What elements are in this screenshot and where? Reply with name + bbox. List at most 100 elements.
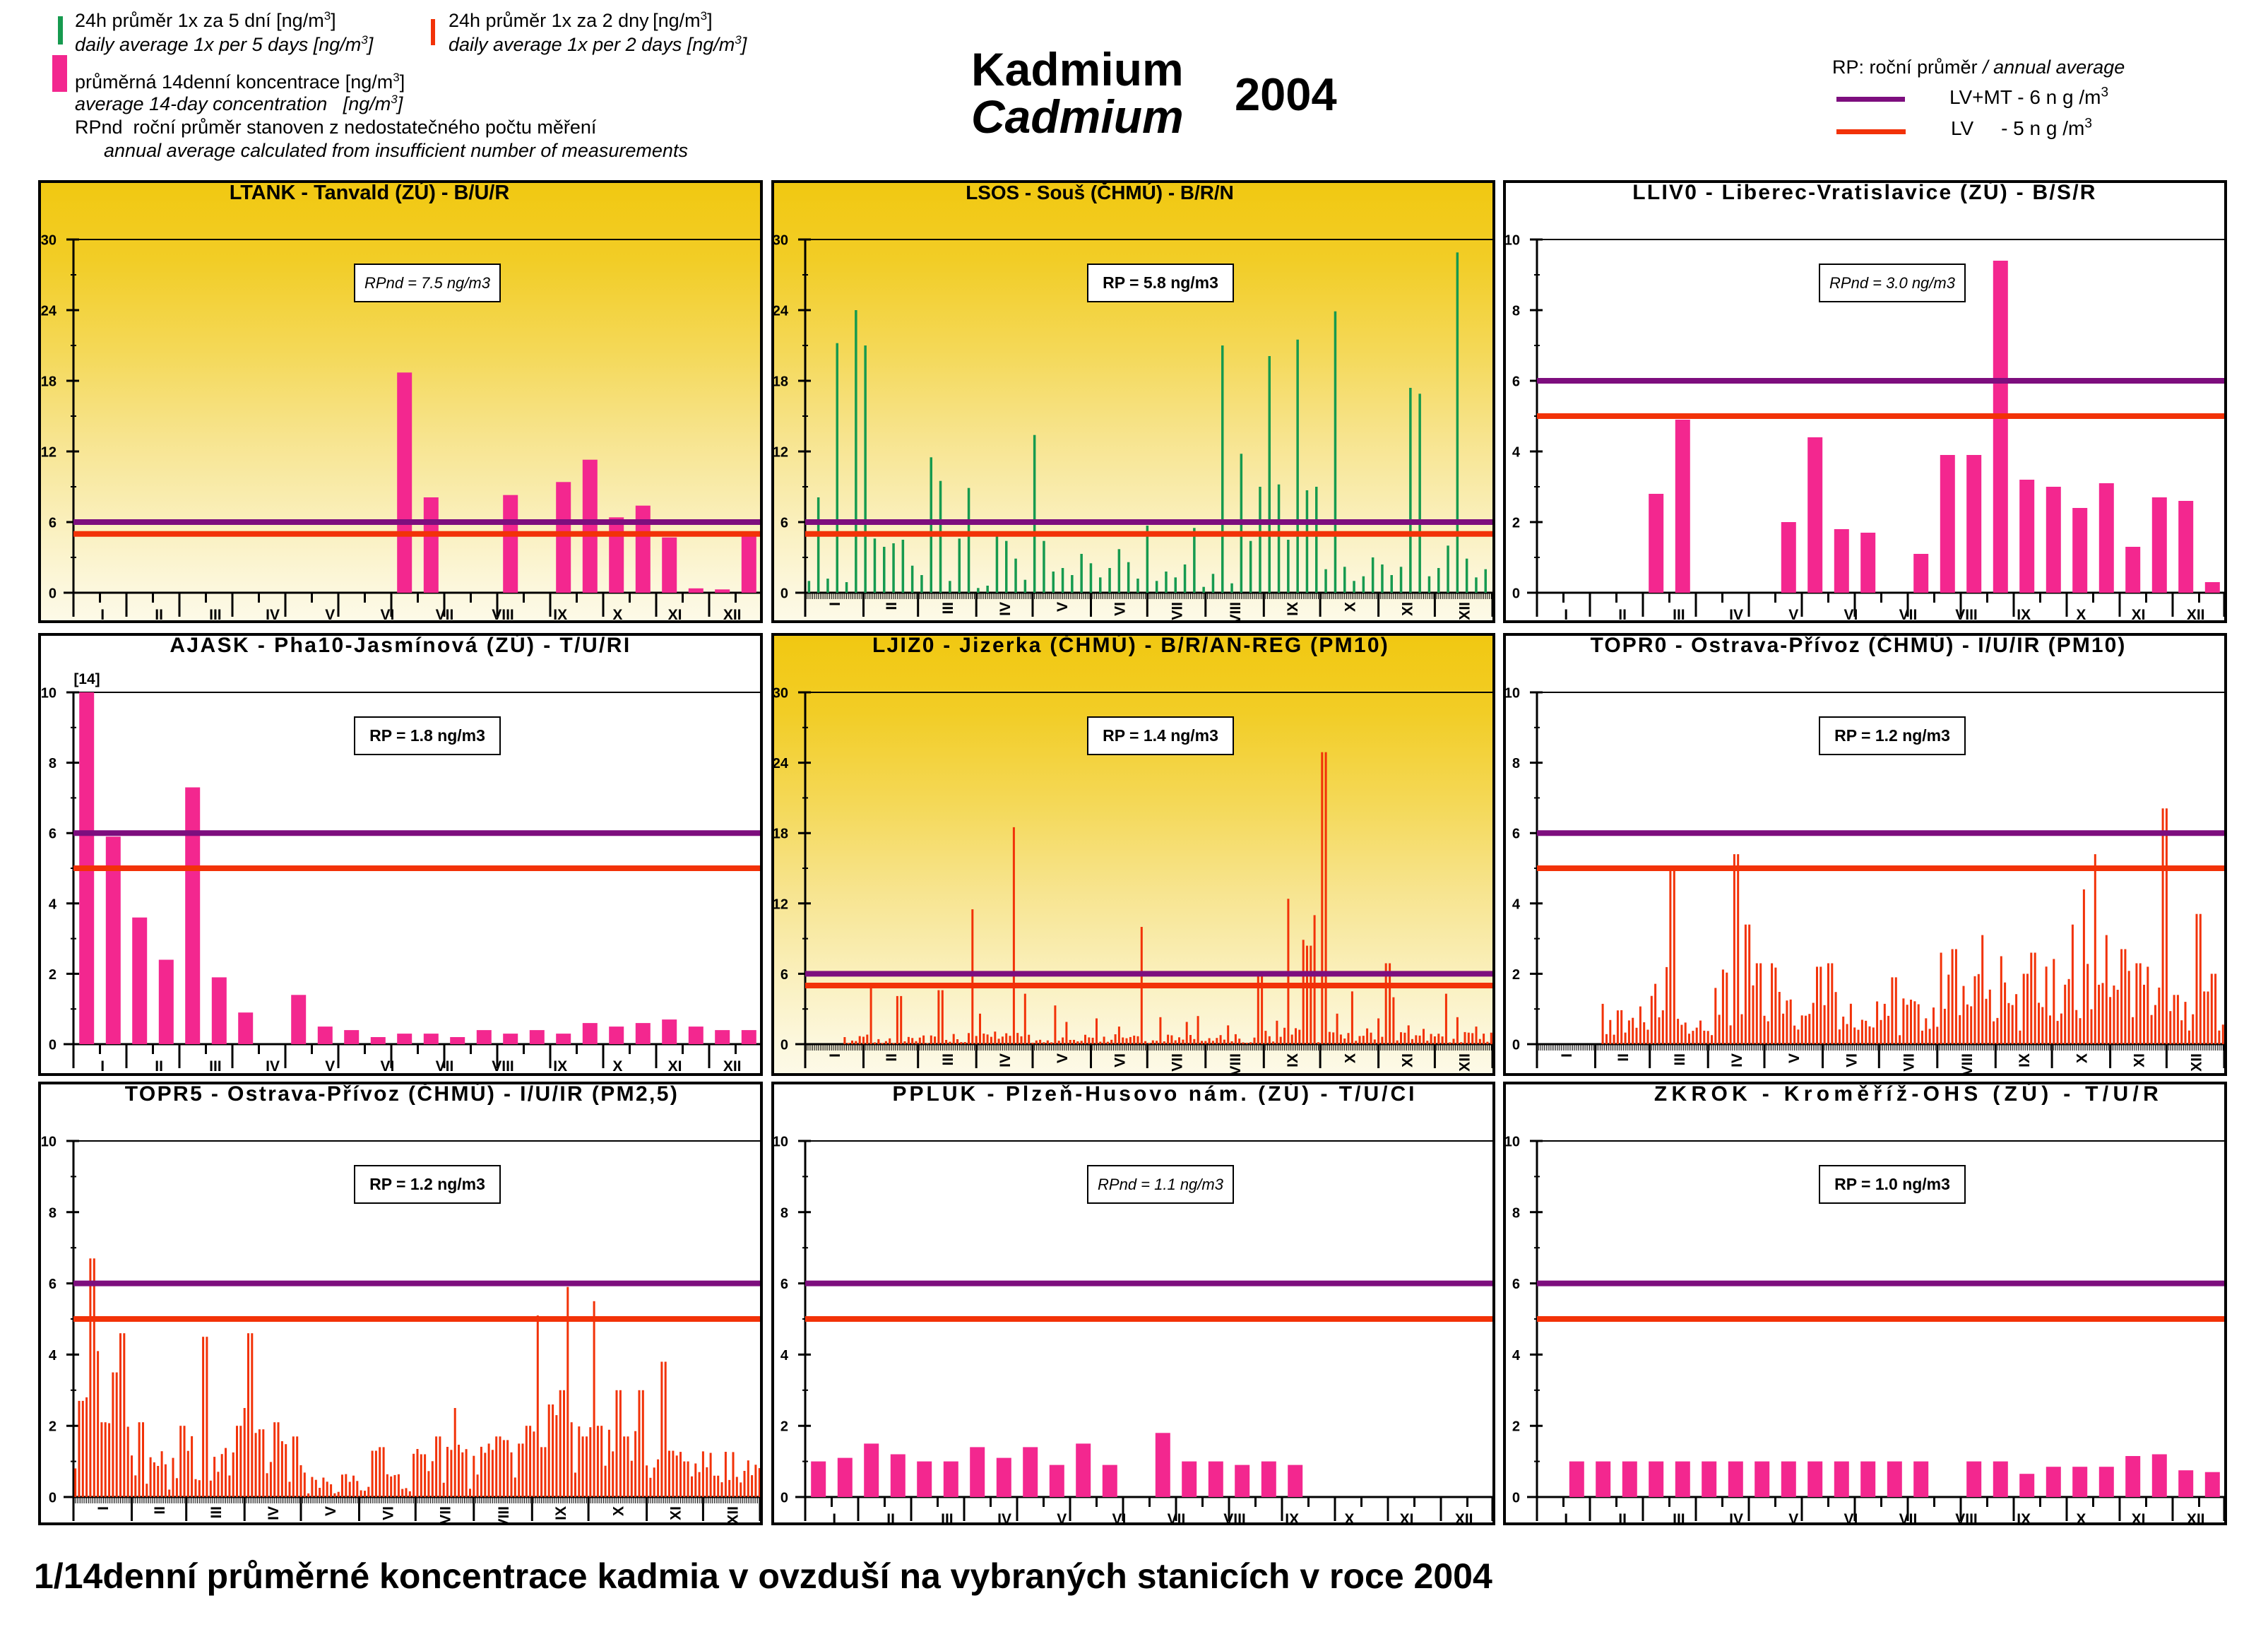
svg-text:VII: VII — [1170, 1053, 1186, 1072]
svg-text:24: 24 — [773, 304, 789, 319]
svg-text:0: 0 — [780, 1038, 788, 1053]
svg-text:XI: XI — [668, 607, 682, 623]
svg-text:2: 2 — [1512, 1419, 1520, 1435]
svg-text:XII: XII — [723, 607, 742, 623]
svg-text:6: 6 — [49, 516, 57, 531]
svg-text:12: 12 — [41, 445, 57, 461]
svg-text:IV: IV — [1729, 1053, 1745, 1067]
svg-text:V: V — [325, 607, 335, 623]
svg-text:2: 2 — [780, 1419, 788, 1435]
svg-text:II: II — [886, 1511, 895, 1525]
svg-text:2: 2 — [1512, 516, 1520, 531]
svg-text:18: 18 — [41, 374, 57, 390]
svg-text:0: 0 — [780, 586, 788, 602]
svg-text:VII: VII — [1170, 602, 1186, 620]
svg-text:VI: VI — [1844, 607, 1858, 623]
svg-text:8: 8 — [49, 1205, 57, 1221]
svg-text:TOPR0 - Ostrava-Přívoz (ČHMÚ): TOPR0 - Ostrava-Přívoz (ČHMÚ) - I/U/IR (… — [1591, 633, 2127, 657]
svg-text:4: 4 — [1512, 445, 1521, 461]
svg-text:0: 0 — [1512, 586, 1520, 602]
svg-text:PPLUK - Plzeň-Husovo nám. (ZÚ): PPLUK - Plzeň-Husovo nám. (ZÚ) - T/U/CI — [892, 1082, 1417, 1106]
svg-text:12: 12 — [773, 445, 788, 461]
svg-text:I: I — [100, 607, 105, 623]
svg-text:8: 8 — [1512, 1205, 1520, 1221]
svg-text:V: V — [323, 1506, 339, 1516]
svg-text:TOPR5 - Ostrava-Přívoz (ČHMÚ): TOPR5 - Ostrava-Přívoz (ČHMÚ) - I/U/IR (… — [125, 1082, 679, 1106]
svg-text:VIII: VIII — [1223, 1511, 1246, 1525]
svg-text:IV: IV — [266, 607, 280, 623]
svg-text:X: X — [612, 1058, 622, 1075]
svg-text:VI: VI — [1844, 1053, 1860, 1067]
svg-text:4: 4 — [1512, 1348, 1521, 1363]
svg-text:XII: XII — [2189, 1053, 2205, 1072]
svg-text:24: 24 — [41, 304, 57, 319]
svg-text:III: III — [940, 1053, 956, 1066]
svg-text:10: 10 — [41, 1135, 57, 1150]
svg-text:4: 4 — [1512, 897, 1521, 912]
svg-text:III: III — [1673, 607, 1685, 623]
svg-text:10: 10 — [1504, 1135, 1520, 1150]
svg-text:XI: XI — [1400, 1511, 1414, 1525]
svg-text:30: 30 — [773, 686, 788, 702]
svg-text:XI: XI — [668, 1506, 684, 1520]
svg-text:I: I — [1564, 607, 1568, 623]
svg-text:I: I — [832, 1511, 836, 1525]
svg-text:X: X — [1344, 1511, 1354, 1525]
svg-text:6: 6 — [1512, 1277, 1520, 1292]
svg-text:IX: IX — [2017, 1511, 2031, 1525]
svg-text:II: II — [155, 1058, 163, 1075]
svg-text:XI: XI — [668, 1058, 682, 1075]
svg-text:2: 2 — [49, 1419, 57, 1435]
svg-text:II: II — [1618, 1511, 1627, 1525]
svg-text:6: 6 — [49, 1277, 57, 1292]
svg-text:II: II — [1618, 607, 1627, 623]
svg-text:VIII: VIII — [1228, 602, 1244, 623]
svg-text:2: 2 — [1512, 967, 1520, 983]
svg-text:VI: VI — [380, 607, 394, 623]
svg-text:VII: VII — [1168, 1511, 1186, 1525]
svg-text:V: V — [1788, 1511, 1798, 1525]
svg-text:30: 30 — [773, 233, 788, 249]
svg-text:30: 30 — [41, 233, 57, 249]
svg-text:IV: IV — [1729, 1511, 1743, 1525]
svg-text:VIII: VIII — [1959, 1053, 1976, 1076]
svg-text:IX: IX — [553, 1506, 569, 1520]
svg-text:XI: XI — [1400, 602, 1416, 616]
svg-text:V: V — [1786, 1053, 1803, 1063]
svg-text:IV: IV — [997, 1511, 1011, 1525]
svg-text:RP = 1.8 ng/m3: RP = 1.8 ng/m3 — [369, 726, 485, 745]
svg-text:RP = 1.0 ng/m3: RP = 1.0 ng/m3 — [1834, 1175, 1950, 1193]
svg-text:10: 10 — [1504, 233, 1520, 249]
svg-text:VI: VI — [1112, 1511, 1126, 1525]
svg-text:RP = 1.2 ng/m3: RP = 1.2 ng/m3 — [369, 1175, 485, 1193]
svg-text:II: II — [884, 602, 900, 610]
svg-text:IX: IX — [1285, 602, 1301, 616]
svg-text:XII: XII — [723, 1058, 742, 1075]
svg-text:ZKROK - Kroměříž-OHS (ZÚ) - T/: ZKROK - Kroměříž-OHS (ZÚ) - T/U/R — [1654, 1082, 2163, 1106]
svg-text:XII: XII — [1455, 1511, 1473, 1525]
svg-text:III: III — [940, 602, 956, 615]
svg-text:0: 0 — [49, 1491, 57, 1506]
svg-text:III: III — [941, 1511, 954, 1525]
svg-text:III: III — [1672, 1053, 1688, 1066]
svg-text:IV: IV — [266, 1506, 282, 1520]
svg-text:LJIZ0 - Jizerka (ČHMÚ) - B/R/A: LJIZ0 - Jizerka (ČHMÚ) - B/R/AN-REG (PM1… — [872, 633, 1389, 657]
svg-text:6: 6 — [1512, 827, 1520, 842]
svg-text:IX: IX — [1285, 1053, 1301, 1067]
svg-text:RPnd = 7.5 ng/m3: RPnd = 7.5 ng/m3 — [364, 274, 491, 292]
svg-text:RP = 1.2 ng/m3: RP = 1.2 ng/m3 — [1834, 726, 1950, 745]
svg-text:RPnd = 3.0 ng/m3: RPnd = 3.0 ng/m3 — [1829, 274, 1956, 292]
svg-text:VIII: VIII — [492, 607, 514, 623]
svg-text:VII: VII — [1899, 607, 1918, 623]
svg-text:I: I — [95, 1506, 112, 1510]
svg-text:XI: XI — [1400, 1053, 1416, 1067]
svg-text:2: 2 — [49, 967, 57, 983]
svg-text:VII: VII — [436, 607, 454, 623]
svg-text:LSOS - Souš (ČHMÚ) - B/R/N: LSOS - Souš (ČHMÚ) - B/R/N — [966, 181, 1234, 203]
svg-text:XII: XII — [2187, 607, 2205, 623]
svg-text:III: III — [1673, 1511, 1685, 1525]
svg-text:III: III — [208, 1506, 225, 1519]
svg-text:III: III — [209, 1058, 222, 1075]
svg-text:IV: IV — [266, 1058, 280, 1075]
svg-text:II: II — [884, 1053, 900, 1062]
